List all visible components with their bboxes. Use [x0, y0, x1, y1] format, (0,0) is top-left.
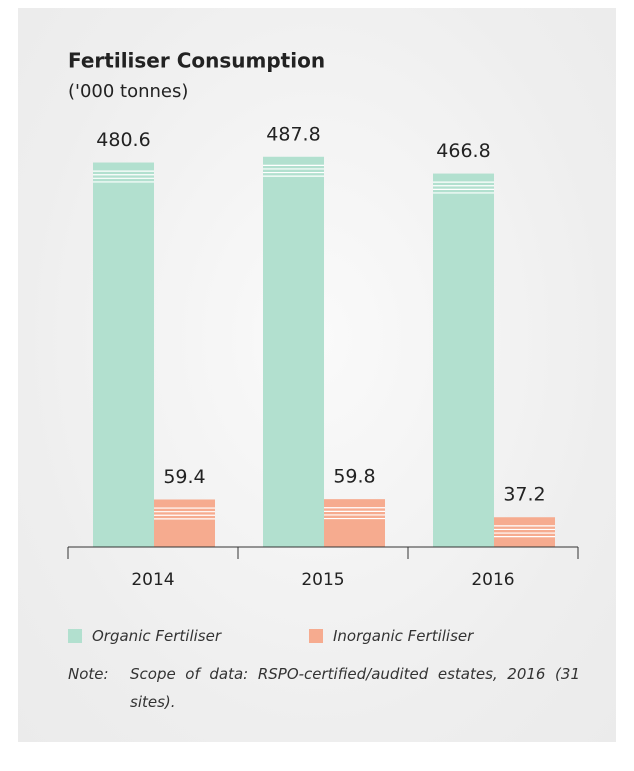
x-tick-label: 2016	[471, 570, 514, 590]
x-tick-label: 2015	[301, 570, 344, 590]
value-label: 59.8	[333, 466, 375, 488]
note: Note: Scope of data: RSPO-certified/audit…	[68, 660, 580, 716]
note-label: Note:	[68, 665, 109, 683]
value-label: 466.8	[436, 140, 490, 162]
chart-subtitle: ('000 tonnes)	[68, 81, 188, 102]
legend-swatch	[309, 629, 323, 643]
note-text: Scope of data: RSPO-certified/audited es…	[130, 665, 580, 711]
value-label: 487.8	[266, 123, 320, 145]
chart-title: Fertiliser Consumption	[68, 49, 325, 73]
value-label: 59.4	[163, 466, 205, 488]
bar	[263, 156, 324, 547]
legend-label: Inorganic Fertiliser	[333, 627, 474, 645]
bar	[494, 517, 555, 547]
value-label: 480.6	[96, 129, 150, 151]
legend-label: Organic Fertiliser	[92, 627, 221, 645]
legend-item: Inorganic Fertiliser	[309, 627, 473, 645]
legend-swatch	[68, 629, 82, 643]
value-label: 37.2	[503, 484, 545, 506]
bar	[93, 162, 154, 547]
x-tick-label: 2014	[131, 570, 174, 590]
bar	[433, 173, 494, 547]
legend-item: Organic Fertiliser	[68, 627, 221, 645]
bar	[324, 499, 385, 547]
bar	[154, 499, 215, 547]
